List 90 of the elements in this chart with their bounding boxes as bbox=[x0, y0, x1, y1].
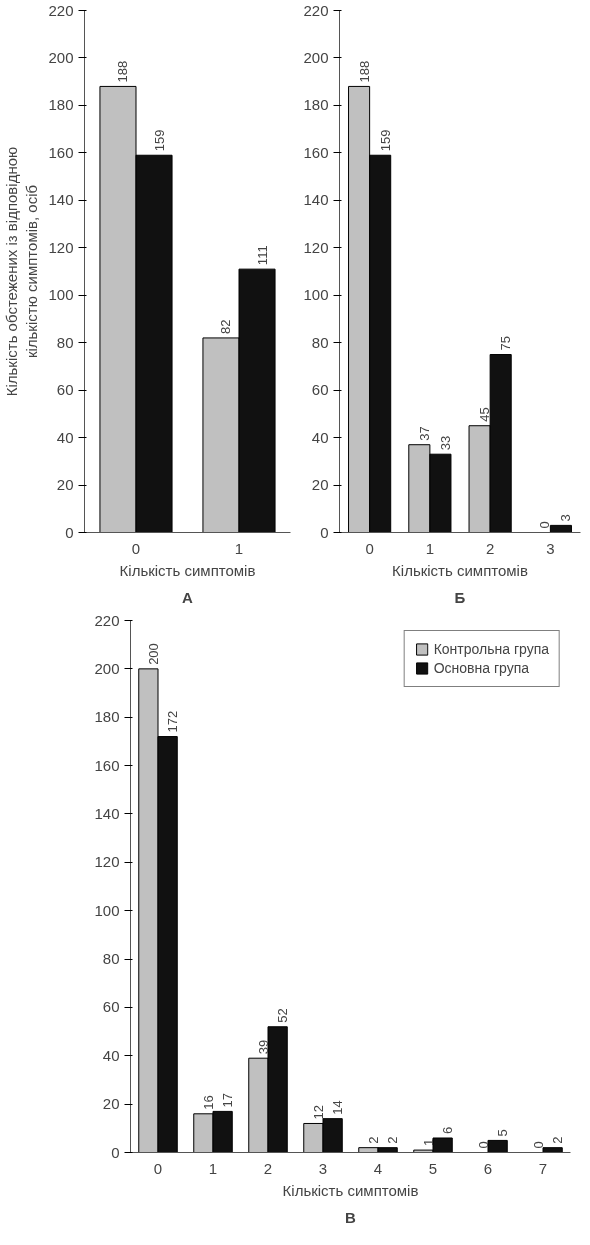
x-axis-title: Кількість симптомів bbox=[282, 1181, 419, 1199]
bar bbox=[542, 1147, 563, 1153]
y-tick-label: 200 bbox=[94, 659, 120, 677]
bar bbox=[487, 1139, 508, 1153]
data-label: 188 bbox=[115, 60, 131, 83]
data-label: 2 bbox=[385, 1136, 401, 1144]
y-tick-label: 100 bbox=[303, 286, 329, 304]
legend-label: Основна група bbox=[433, 660, 530, 676]
y-tick-label: 60 bbox=[311, 381, 329, 399]
data-label: 200 bbox=[145, 643, 161, 665]
y-tick-label: 20 bbox=[56, 476, 74, 494]
y-tick-label: 140 bbox=[48, 191, 74, 209]
data-label: 3 bbox=[558, 514, 574, 522]
data-label: 0 bbox=[537, 521, 553, 529]
y-tick-label: 220 bbox=[48, 1, 74, 19]
y-tick-label: 0 bbox=[65, 523, 74, 541]
y-tick-label: 100 bbox=[48, 286, 74, 304]
y-tick-label: 120 bbox=[94, 853, 120, 871]
x-axis-title: Кількість симптомів bbox=[119, 561, 256, 579]
data-label: 33 bbox=[437, 435, 453, 451]
x-tick-label: 7 bbox=[538, 1159, 548, 1177]
y-tick-label: 180 bbox=[303, 96, 329, 114]
data-label: 12 bbox=[310, 1105, 326, 1120]
y-tick-label: 220 bbox=[94, 611, 120, 629]
y-tick-label: 200 bbox=[303, 48, 329, 66]
y-tick-label: 180 bbox=[48, 96, 74, 114]
x-tick-label: 0 bbox=[365, 539, 374, 557]
data-label: 2 bbox=[365, 1136, 381, 1144]
x-tick-label: 2 bbox=[485, 539, 495, 557]
data-label: 14 bbox=[330, 1100, 346, 1115]
text: В bbox=[345, 1208, 357, 1226]
y-tick-label: 160 bbox=[303, 143, 329, 161]
y-tick-label: 80 bbox=[56, 333, 74, 351]
data-label: 1 bbox=[420, 1138, 436, 1147]
y-tick-label: 120 bbox=[48, 238, 74, 256]
data-label: 6 bbox=[440, 1126, 456, 1134]
data-label: 188 bbox=[356, 60, 372, 83]
x-tick-label: 5 bbox=[428, 1159, 438, 1177]
data-label: 2 bbox=[550, 1136, 566, 1144]
y-tick-label: 40 bbox=[102, 1046, 120, 1064]
x-tick-label: 0 bbox=[153, 1159, 163, 1177]
data-label: 82 bbox=[218, 319, 234, 334]
data-label: 159 bbox=[377, 129, 393, 152]
data-label: 0 bbox=[475, 1141, 491, 1149]
y-tick-label: 140 bbox=[94, 804, 120, 822]
y-tick-label: 80 bbox=[102, 950, 120, 968]
x-tick-label: 0 bbox=[131, 539, 141, 557]
data-label: 52 bbox=[275, 1008, 291, 1023]
data-label: 0 bbox=[530, 1141, 546, 1149]
y-tick-label: 40 bbox=[56, 428, 74, 446]
x-tick-label: 4 bbox=[373, 1159, 383, 1177]
x-tick-label: 1 bbox=[208, 1159, 218, 1177]
data-label: 172 bbox=[165, 710, 181, 733]
data-label: 45 bbox=[477, 407, 493, 422]
x-tick-label: 1 bbox=[425, 539, 435, 557]
x-tick-label: 3 bbox=[318, 1159, 328, 1177]
y-tick-label: 160 bbox=[48, 143, 74, 161]
y-tick-label: 200 bbox=[48, 48, 74, 66]
y-tick-label: 120 bbox=[303, 238, 329, 256]
text: Б bbox=[454, 588, 466, 606]
data-label: 75 bbox=[498, 336, 514, 351]
y-tick-label: 40 bbox=[311, 428, 329, 446]
x-tick-label: 1 bbox=[234, 539, 244, 557]
data-label: 16 bbox=[200, 1095, 216, 1110]
x-tick-label: 6 bbox=[483, 1159, 493, 1177]
legend-label: Контрольна група bbox=[433, 641, 549, 657]
y-tick-label: 100 bbox=[94, 901, 120, 919]
x-tick-label: 2 bbox=[263, 1159, 273, 1177]
data-label: 37 bbox=[416, 426, 432, 441]
data-label: 17 bbox=[220, 1092, 236, 1108]
y-tick-label: 60 bbox=[56, 381, 74, 399]
y-tick-label: 20 bbox=[311, 476, 329, 494]
y-tick-label: 20 bbox=[102, 1095, 120, 1113]
y-tick-label: 160 bbox=[94, 756, 120, 774]
y-tick-label: 0 bbox=[320, 523, 329, 541]
y-tick-label: 0 bbox=[111, 1143, 120, 1161]
x-axis-title: Кількість симптомів bbox=[392, 561, 528, 579]
y-axis-title: Кількість обстежених із відповідною кількістю симптомів, осіб bbox=[3, 146, 41, 397]
y-tick-label: 80 bbox=[311, 333, 329, 351]
y-tick-label: 180 bbox=[94, 708, 120, 726]
text: А bbox=[182, 588, 194, 606]
data-label: 5 bbox=[495, 1129, 511, 1137]
y-tick-label: 220 bbox=[303, 1, 329, 19]
data-label: 159 bbox=[151, 129, 167, 152]
x-tick-label: 3 bbox=[546, 539, 555, 557]
y-tick-label: 60 bbox=[102, 998, 120, 1016]
y-tick-label: 140 bbox=[303, 191, 329, 209]
bar bbox=[549, 524, 572, 533]
data-label: 39 bbox=[255, 1039, 271, 1055]
data-label: 111 bbox=[254, 245, 270, 266]
